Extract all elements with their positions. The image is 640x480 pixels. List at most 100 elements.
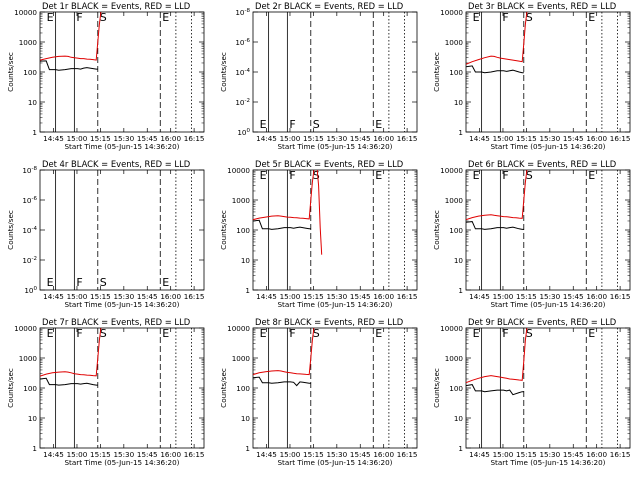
x-tick-label: 15:30	[113, 134, 134, 143]
x-tick-label: 15:00	[67, 134, 88, 143]
panel-title: Det 3r BLACK = Events, RED = LLD	[468, 1, 616, 11]
x-axis-label: Start Time (05-Jun-15 14:36:20)	[490, 142, 605, 151]
lld-series-line	[40, 12, 102, 61]
x-tick-label: 15:30	[113, 450, 134, 459]
y-tick-label: 1	[458, 286, 463, 295]
x-tick-label: 15:15	[516, 450, 537, 459]
x-axis-label: Start Time (05-Jun-15 14:36:20)	[64, 300, 179, 309]
x-tick-label: 15:00	[493, 292, 514, 301]
events-series-line	[40, 377, 98, 386]
y-tick-label: 10	[454, 98, 464, 107]
y-tick-label: 100	[24, 286, 37, 295]
x-tick-label: 15:00	[493, 134, 514, 143]
x-tick-label: 16:00	[586, 450, 607, 459]
x-tick-label: 15:15	[516, 134, 537, 143]
panel-title: Det 7r BLACK = Events, RED = LLD	[42, 317, 190, 327]
marker-S: S	[100, 11, 107, 24]
marker-E: E	[162, 11, 169, 24]
x-tick-label: 16:00	[160, 450, 181, 459]
x-tick-label: 16:15	[184, 292, 205, 301]
x-tick-label: 16:00	[160, 134, 181, 143]
events-series-line	[466, 384, 524, 396]
plot-frame	[252, 327, 418, 449]
panel-title: Det 6r BLACK = Events, RED = LLD	[468, 159, 616, 169]
marker-F: F	[502, 11, 508, 24]
plot-frame	[252, 11, 418, 133]
events-series-line	[40, 60, 98, 71]
x-tick-label: 16:00	[160, 292, 181, 301]
y-tick-label: 1000	[445, 38, 464, 47]
marker-F: F	[76, 276, 82, 289]
y-axis-label: Counts/sec	[6, 210, 15, 250]
y-tick-label: 10000	[440, 8, 463, 17]
panel-title: Det 2r BLACK = Events, RED = LLD	[255, 1, 403, 11]
marker-E: E	[588, 169, 595, 182]
marker-F: F	[289, 169, 295, 182]
x-tick-label: 15:15	[303, 134, 324, 143]
y-tick-label: 100	[237, 128, 250, 137]
y-tick-label: 10-4	[22, 226, 37, 235]
y-tick-label: 10-2	[22, 256, 37, 265]
x-tick-label: 16:15	[184, 134, 205, 143]
x-tick-label: 15:30	[326, 450, 347, 459]
x-tick-label: 15:45	[137, 292, 158, 301]
x-tick-label: 15:30	[539, 450, 560, 459]
marker-E: E	[47, 276, 54, 289]
lld-series-line	[253, 170, 323, 255]
y-tick-label: 10-8	[22, 166, 37, 175]
marker-E: E	[375, 169, 382, 182]
y-tick-label: 100	[23, 384, 37, 393]
plot-frame	[39, 169, 205, 291]
y-tick-label: 1000	[19, 38, 38, 47]
y-tick-label: 10000	[227, 166, 250, 175]
x-tick-label: 16:00	[373, 134, 394, 143]
x-tick-label: 15:45	[137, 134, 158, 143]
x-tick-label: 15:45	[563, 134, 584, 143]
x-axis-label: Start Time (05-Jun-15 14:36:20)	[64, 458, 179, 467]
marker-S: S	[526, 327, 533, 340]
x-tick-label: 15:15	[303, 292, 324, 301]
x-tick-label: 14:45	[43, 292, 64, 301]
plot-frame	[39, 327, 205, 449]
marker-S: S	[313, 169, 320, 182]
lld-series-line	[466, 170, 528, 221]
x-tick-label: 16:00	[586, 134, 607, 143]
y-tick-label: 1	[32, 444, 37, 453]
y-tick-label: 10000	[14, 324, 37, 333]
y-tick-label: 100	[449, 68, 463, 77]
marker-S: S	[526, 169, 533, 182]
x-tick-label: 15:00	[67, 292, 88, 301]
x-axis-label: Start Time (05-Jun-15 14:36:20)	[277, 300, 392, 309]
x-tick-label: 15:45	[563, 292, 584, 301]
y-axis-label: Counts/sec	[6, 368, 15, 408]
x-tick-label: 15:30	[539, 292, 560, 301]
events-series-line	[466, 65, 524, 74]
plot-frame	[252, 169, 418, 291]
panel-title: Det 5r BLACK = Events, RED = LLD	[255, 159, 403, 169]
x-axis-label: Start Time (05-Jun-15 14:36:20)	[64, 142, 179, 151]
marker-E: E	[162, 276, 169, 289]
marker-E: E	[375, 118, 382, 131]
y-tick-label: 1	[32, 128, 37, 137]
marker-F: F	[76, 11, 82, 24]
marker-E: E	[473, 327, 480, 340]
x-tick-label: 14:45	[256, 292, 277, 301]
x-tick-label: 16:15	[610, 134, 631, 143]
marker-E: E	[588, 11, 595, 24]
marker-S: S	[313, 118, 320, 131]
y-tick-label: 10	[454, 256, 464, 265]
x-tick-label: 15:30	[113, 292, 134, 301]
marker-E: E	[162, 327, 169, 340]
events-series-line	[253, 376, 311, 387]
y-tick-label: 10000	[227, 324, 250, 333]
marker-E: E	[588, 327, 595, 340]
x-tick-label: 15:15	[90, 134, 111, 143]
y-tick-label: 1000	[445, 196, 464, 205]
y-tick-label: 100	[449, 384, 463, 393]
